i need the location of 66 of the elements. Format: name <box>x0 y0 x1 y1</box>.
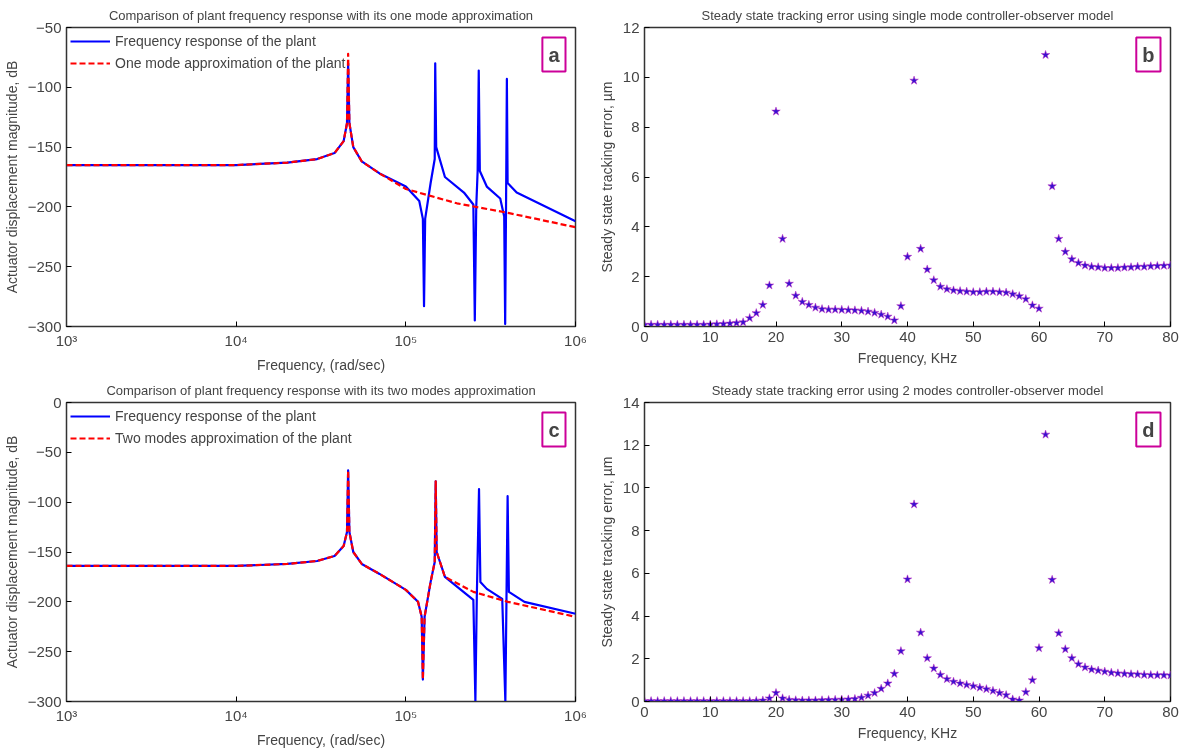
y-tick-label: 8 <box>631 118 640 136</box>
x-tick-label: 10 <box>701 702 719 720</box>
x-tick-label: 10⁵ <box>394 706 418 724</box>
x-tick-label: 10 <box>701 327 719 345</box>
annotation: c <box>548 418 560 441</box>
x-tick-label: 20 <box>767 702 785 720</box>
annotation: b <box>1142 43 1155 66</box>
x-tick-label: 10⁴ <box>224 706 248 724</box>
legend-label: Frequency response of the plant <box>115 408 316 424</box>
y-axis-title: Steady state tracking error, µm <box>598 456 615 648</box>
y-tick-label: 6 <box>631 168 640 185</box>
y-tick-label: 12 <box>622 436 640 454</box>
y-tick-label: −100 <box>27 493 62 511</box>
x-tick-label: 40 <box>899 702 916 720</box>
y-tick-label: 10 <box>622 68 640 86</box>
legend-label: One mode approximation of the plant <box>115 55 346 71</box>
y-tick-label: 12 <box>622 18 640 36</box>
x-tick-label: 70 <box>1096 702 1114 720</box>
x-tick-label: 20 <box>767 327 785 345</box>
chart-title: Steady state tracking error using 2 modes controller-observer model <box>711 382 1104 398</box>
x-tick-label: 10⁵ <box>394 331 418 349</box>
y-tick-label: 4 <box>631 607 640 625</box>
chart-title: Comparison of plant frequency response with its one mode approximation <box>108 7 534 23</box>
y-tick-label: −250 <box>27 642 62 660</box>
x-axis-title: Frequency, KHz <box>857 349 958 366</box>
y-tick-label: −100 <box>27 78 62 96</box>
y-tick-label: −150 <box>27 138 62 156</box>
x-tick-label: 80 <box>1162 702 1179 720</box>
x-tick-label: 10⁶ <box>564 706 587 724</box>
chart-title: Comparison of plant frequency response with its two modes approximation <box>106 382 536 398</box>
y-tick-label: 8 <box>631 521 640 539</box>
y-axis-title: Actuator displacement magnitude, dB <box>3 60 20 294</box>
x-tick-label: 10⁴ <box>224 331 248 349</box>
chart-title: Steady state tracking error using single mode controller-observer model <box>701 7 1114 23</box>
y-axis-title: Steady state tracking error, µm <box>598 81 615 273</box>
y-tick-label: −150 <box>27 543 62 560</box>
x-tick-label: 30 <box>833 327 851 345</box>
y-tick-label: 14 <box>622 393 640 411</box>
legend-label: Frequency response of the plant <box>115 33 316 49</box>
x-axis-title: Frequency, (rad/sec) <box>256 731 386 748</box>
y-tick-label: 10 <box>622 478 640 496</box>
annotation: a <box>548 43 561 66</box>
y-axis-title: Actuator displacement magnitude, dB <box>3 435 20 669</box>
x-tick-label: 30 <box>833 702 851 720</box>
x-axis-title: Frequency, KHz <box>857 724 958 741</box>
x-axis-title: Frequency, (rad/sec) <box>256 356 386 373</box>
y-tick-label: −200 <box>27 592 62 610</box>
y-tick-label: −200 <box>27 197 62 215</box>
y-tick-label: −50 <box>36 443 62 461</box>
y-tick-label: −50 <box>36 18 62 36</box>
y-tick-label: 0 <box>53 393 62 411</box>
y-tick-label: −250 <box>27 257 62 275</box>
x-tick-label: 50 <box>964 327 982 345</box>
annotation: d <box>1142 418 1155 441</box>
y-tick-label: 2 <box>631 649 640 667</box>
y-tick-label: 2 <box>631 267 640 285</box>
x-tick-label: 60 <box>1030 702 1048 720</box>
x-tick-label: 50 <box>964 702 982 720</box>
y-tick-label: 4 <box>631 217 640 235</box>
x-tick-label: 10⁶ <box>564 331 587 349</box>
legend-label: Two modes approximation of the plant <box>115 430 352 446</box>
x-tick-label: 60 <box>1030 327 1048 345</box>
x-tick-label: 40 <box>899 327 916 345</box>
y-tick-label: 6 <box>631 564 640 582</box>
x-tick-label: 70 <box>1096 327 1114 345</box>
x-tick-label: 80 <box>1162 327 1179 345</box>
